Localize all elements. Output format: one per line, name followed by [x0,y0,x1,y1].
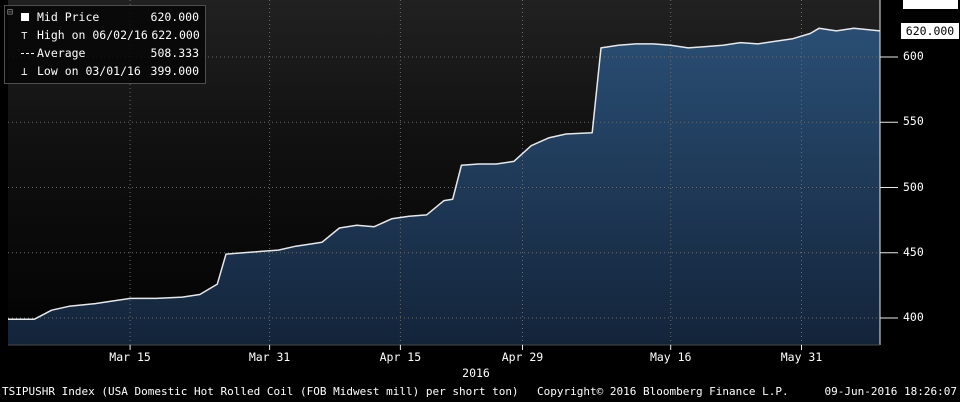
x-axis-label: Mar 31 [248,350,291,364]
y-axis-label: 500 [903,179,924,194]
legend-row-high: ⊤ High on 06/02/16 622.000 [21,26,200,44]
x-axis-label: Apr 29 [501,350,544,364]
y-axis-label: 450 [903,244,924,259]
legend-label-average: Average [37,46,86,60]
legend-label-low: Low on 03/01/16 [37,64,141,78]
legend-row-average: Average 508.333 [21,44,199,62]
x-axis-label: Apr 15 [379,350,422,364]
top-right-white-box [903,0,958,9]
low-marker-icon: ⊥ [21,64,28,78]
high-marker-icon: ⊤ [21,28,28,42]
y-axis-label: 400 [903,310,924,324]
x-axis-label: May 31 [780,350,823,364]
status-bar: TSIPUSHR Index (USA Domestic Hot Rolled … [0,385,960,402]
y-axis-label: 600 [903,49,924,63]
legend-panel: ⊟ Mid Price 620.000 ⊤ High on 06/02/16 6… [4,5,206,84]
price-line [8,27,881,321]
price-area-fill [8,28,880,346]
last-price-flag: 620.000 [901,22,959,39]
x-axis-label: May 16 [649,350,692,364]
legend-label-mid-price: Mid Price [37,10,100,24]
copyright-text: Copyright© 2016 Bloomberg Finance L.P. [537,385,789,398]
timestamp: 09-Jun-2016 18:26:07 [824,385,957,398]
legend-value-average: 508.333 [150,46,199,60]
panel-collapse-icon[interactable]: ⊟ [7,7,14,18]
legend-row-low: ⊥ Low on 03/01/16 399.000 [21,62,199,80]
legend-label-high: High on 06/02/16 [37,28,148,42]
average-dash-icon [21,52,34,54]
x-axis-label: Mar 15 [109,350,151,364]
x-axis-year-label: 2016 [462,366,490,380]
legend-value-mid-price: 620.000 [150,10,199,24]
mid-price-square-icon [21,13,29,21]
average-dash-cell [21,52,37,54]
legend-row-mid-price: Mid Price 620.000 [21,8,199,26]
mid-price-swatch-cell [21,13,37,21]
legend-value-low: 399.000 [150,64,199,78]
security-title: TSIPUSHR Index (USA Domestic Hot Rolled … [2,385,519,398]
y-axis-label: 550 [903,114,924,129]
legend-value-high: 622.000 [151,28,200,42]
